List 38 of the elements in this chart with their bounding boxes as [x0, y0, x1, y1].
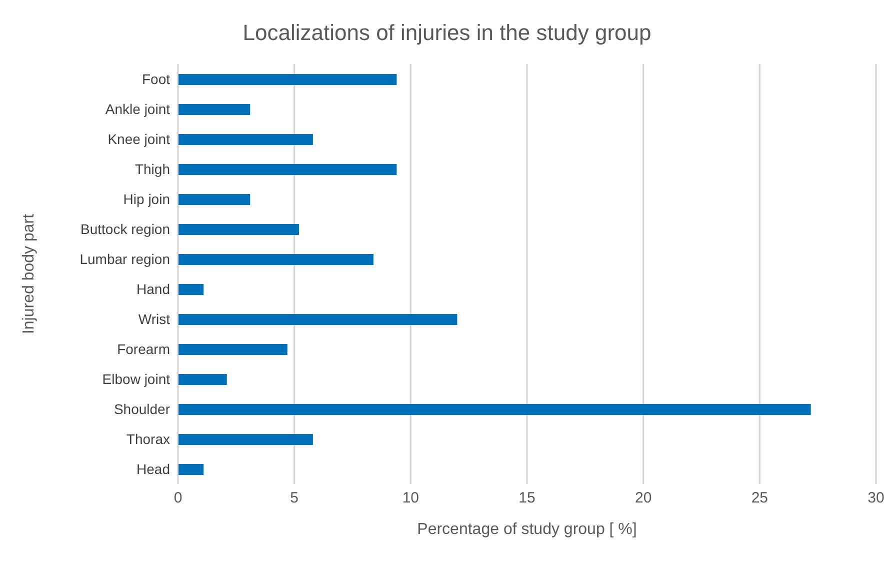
y-tick-label: Forearm: [117, 340, 170, 357]
y-tick-label: Elbow joint: [102, 370, 170, 387]
x-tick-label: 10: [402, 490, 420, 507]
bar: [178, 254, 374, 265]
y-tick-label: Foot: [142, 70, 170, 87]
y-tick-label: Ankle joint: [105, 100, 170, 117]
y-tick-label: Buttock region: [80, 220, 170, 237]
bar: [178, 434, 313, 445]
y-tick-label: Hand: [136, 280, 170, 297]
bar: [178, 464, 204, 475]
bar: [178, 404, 811, 415]
y-tick-label: Hip join: [123, 190, 170, 207]
bar: [178, 374, 227, 385]
bar: [178, 284, 204, 295]
y-tick-label: Thigh: [134, 160, 170, 177]
y-tick-label: Thorax: [126, 430, 170, 447]
bar: [178, 344, 288, 355]
x-tick-label: 25: [751, 490, 768, 507]
bar: [178, 224, 299, 235]
bar: [178, 134, 313, 145]
y-tick-label: Shoulder: [114, 400, 170, 417]
x-tick-label: 0: [174, 490, 182, 507]
y-tick-label: Head: [136, 460, 170, 477]
y-tick-label: Lumbar region: [80, 250, 170, 267]
bar: [178, 104, 250, 115]
bar: [178, 164, 397, 175]
bar: [178, 314, 458, 325]
y-tick-label: Wrist: [138, 310, 170, 327]
x-tick-label: 15: [518, 490, 536, 507]
bar: [178, 194, 250, 205]
x-axis-title: Percentage of study group [ %]: [417, 521, 637, 538]
y-axis-title: Injured body part: [20, 213, 38, 334]
x-tick-label: 30: [868, 490, 884, 507]
x-tick-label: 20: [634, 490, 652, 507]
y-tick-label: Knee joint: [108, 130, 170, 147]
bar: [178, 74, 397, 85]
chart-title: Localizations of injuries in the study group: [242, 20, 652, 47]
x-tick-label: 5: [290, 490, 299, 507]
